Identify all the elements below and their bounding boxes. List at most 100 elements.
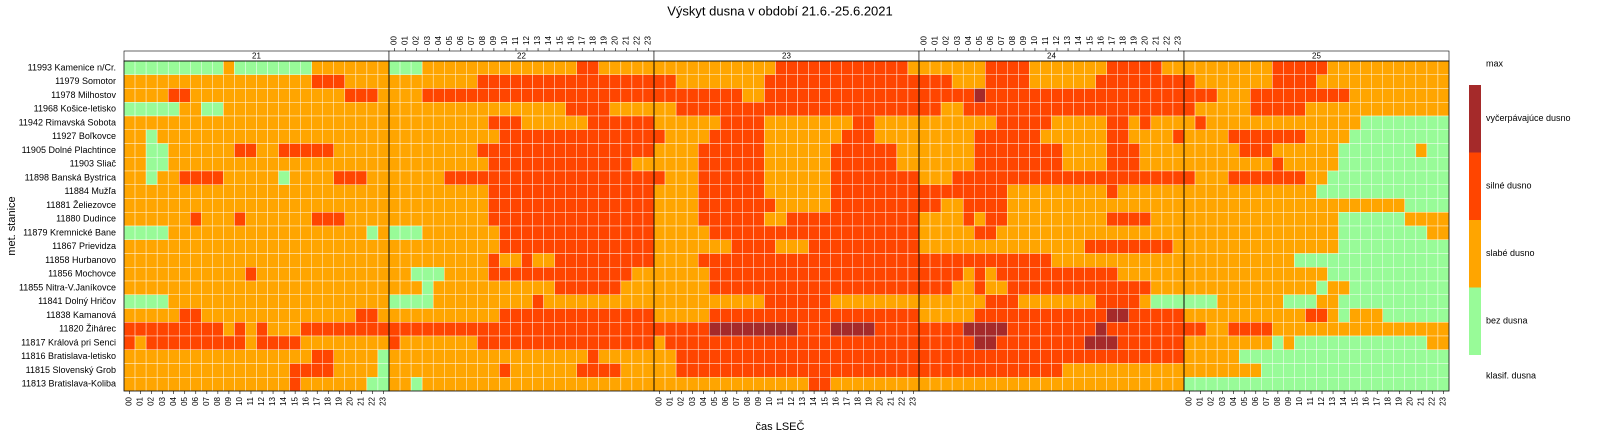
heat-cell	[1294, 308, 1306, 323]
heat-cell	[874, 253, 887, 268]
x-tick-label: 11	[776, 396, 785, 405]
heat-cell	[686, 267, 699, 282]
heat-cell	[819, 74, 831, 89]
heat-cell	[300, 322, 312, 337]
heat-cell	[311, 212, 323, 227]
heat-cell	[212, 363, 224, 378]
heat-cell	[996, 322, 1008, 337]
heat-cell	[1018, 349, 1030, 364]
heat-cell	[245, 129, 257, 144]
heat-cell	[1194, 74, 1207, 89]
x-tick-label: 00	[655, 396, 664, 405]
heat-cell	[1316, 129, 1328, 144]
heat-cell	[1294, 239, 1306, 254]
heat-cell	[819, 239, 831, 254]
heat-cell	[510, 363, 522, 378]
heat-cell	[709, 322, 721, 337]
heat-cell	[841, 363, 853, 378]
heat-cell	[1062, 115, 1074, 130]
heat-cell	[653, 308, 666, 323]
heat-cell	[201, 322, 213, 337]
heat-cell	[764, 102, 776, 117]
heat-cell	[576, 157, 588, 172]
heat-cell	[1150, 115, 1163, 130]
heat-cell	[1040, 170, 1052, 185]
heat-cell	[675, 212, 688, 227]
heat-cell	[896, 335, 909, 350]
heat-cell	[951, 253, 964, 268]
heat-cell	[1239, 74, 1251, 89]
heat-cell	[156, 184, 169, 199]
heat-cell	[709, 60, 721, 75]
heat-cell	[1040, 377, 1052, 392]
heat-cell	[1283, 60, 1295, 75]
heat-cell	[764, 322, 776, 337]
heat-cell	[1018, 212, 1030, 227]
heat-cell	[720, 363, 732, 378]
heat-cell	[322, 74, 334, 89]
heat-cell	[1040, 74, 1052, 89]
heat-cell	[565, 363, 577, 378]
heat-cell	[344, 102, 357, 117]
heat-cell	[1106, 157, 1118, 172]
heat-cell	[366, 225, 379, 240]
heat-cell	[1349, 335, 1361, 350]
heat-cell	[565, 239, 577, 254]
heat-cell	[1007, 60, 1019, 75]
heat-cell	[996, 170, 1008, 185]
heat-cell	[444, 349, 456, 364]
heat-cell	[1172, 322, 1185, 337]
heat-cell	[808, 184, 820, 199]
heat-cell	[808, 239, 820, 254]
heat-cell	[918, 170, 931, 185]
heat-cell	[1283, 294, 1295, 309]
heat-cell	[1227, 143, 1240, 158]
heat-cell	[543, 349, 555, 364]
heat-cell	[278, 198, 290, 213]
heat-cell	[852, 349, 864, 364]
heat-cell	[819, 184, 831, 199]
heat-cell	[521, 280, 533, 295]
heat-cell	[940, 322, 953, 337]
heat-cell	[1437, 225, 1450, 240]
heat-cell	[145, 198, 158, 213]
heat-cell	[521, 308, 533, 323]
heat-cell	[179, 335, 191, 350]
heat-cell	[432, 349, 445, 364]
heat-cell	[300, 280, 312, 295]
heat-cell	[532, 74, 544, 89]
heat-cell	[974, 294, 986, 309]
x-tick-label: 19	[1394, 396, 1403, 405]
heat-cell	[609, 157, 622, 172]
legend-title: klasif. dusna	[1486, 370, 1536, 380]
heat-cell	[355, 198, 368, 213]
heat-cell	[300, 225, 312, 240]
heat-cell	[1371, 322, 1383, 337]
heat-cell	[1327, 143, 1339, 158]
heat-cell	[289, 198, 301, 213]
heat-cell	[642, 377, 655, 392]
heat-cell	[344, 239, 357, 254]
heat-cell	[532, 170, 544, 185]
x-tick-label: 12	[787, 396, 796, 405]
heat-cell	[918, 253, 931, 268]
heat-cell	[620, 225, 633, 240]
heat-cell	[521, 74, 533, 89]
heat-cell	[477, 115, 489, 130]
heat-cell	[874, 294, 887, 309]
heat-cell	[355, 349, 368, 364]
heat-cell	[653, 184, 666, 199]
heat-cell	[278, 157, 290, 172]
heat-cell	[234, 74, 246, 89]
heat-cell	[709, 280, 721, 295]
heat-cell	[620, 129, 633, 144]
heat-cell	[985, 184, 997, 199]
heat-cell	[918, 267, 931, 282]
heat-cell	[1305, 74, 1317, 89]
heat-cell	[775, 198, 787, 213]
legend-swatch	[1469, 152, 1481, 220]
heat-cell	[399, 267, 412, 282]
heat-cell	[1261, 157, 1273, 172]
heat-cell	[156, 308, 169, 323]
heat-cell	[256, 184, 268, 199]
